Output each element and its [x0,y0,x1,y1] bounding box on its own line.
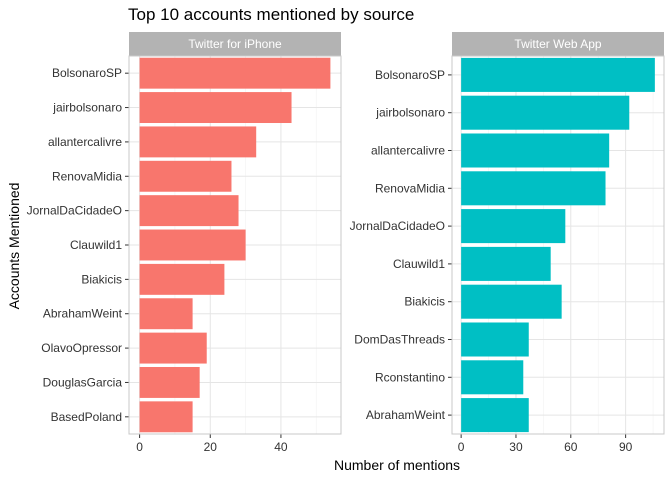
category-label: BolsonaroSP [52,66,122,80]
panel-2: Twitter Web App BolsonaroSP jairbolsonaro a… [350,32,665,454]
y-axis-title: Accounts Mentioned [6,183,22,310]
category-label: jairbolsonaro [375,106,445,120]
category-label: Clauwild1 [393,257,445,271]
bar-DomDasThreads [461,322,529,357]
category-label: Biakicis [404,295,445,309]
bar-jairbolsonaro [461,95,630,130]
category-label: Rconstantino [375,370,445,384]
bar-allantercalivre [461,133,610,168]
bar-Biakicis [461,284,562,319]
panel-border [128,55,342,435]
bar-JornalDaCidadeO [461,209,566,244]
category-label: allantercalivre [48,135,122,149]
bar-Clauwild1 [461,246,551,281]
category-label: JornalDaCidadeO [27,204,122,218]
x-axis-title: Number of mentions [334,457,460,473]
category-label: jairbolsonaro [52,101,122,115]
facet-strip [129,32,341,56]
facet-strip [452,32,664,56]
bar-allantercalivre [139,126,257,158]
bar-BasedPoland [139,401,193,433]
bar-BolsonaroSP [139,57,331,89]
category-label: RenovaMidia [52,169,122,183]
x-tick-label: 0 [458,440,465,454]
facet-strip-label: Twitter Web App [514,37,601,51]
bar-Clauwild1 [139,229,246,261]
category-label: AbrahamWeint [366,408,446,422]
facet-strip-label: Twitter for iPhone [188,37,282,51]
bar-BolsonaroSP [461,57,655,92]
bar-Biakicis [139,263,225,295]
bar-RenovaMidia [461,171,606,206]
category-label: Clauwild1 [70,238,122,252]
category-label: Biakicis [81,272,122,286]
x-tick-label: 40 [274,440,288,454]
category-label: DomDasThreads [354,333,445,347]
bar-AbrahamWeint [139,298,193,330]
category-label: RenovaMidia [375,181,445,195]
category-label: DouglasGarcia [43,375,123,389]
bar-DouglasGarcia [139,366,200,398]
category-label: BolsonaroSP [375,68,445,82]
category-label: JornalDaCidadeO [350,219,445,233]
bar-Rconstantino [461,360,524,395]
bar-RenovaMidia [139,160,232,192]
x-tick-label: 30 [509,440,523,454]
chart-title: Top 10 accounts mentioned by source [128,5,414,24]
category-label: AbrahamWeint [43,307,123,321]
x-tick-label: 60 [564,440,578,454]
category-label: BasedPoland [51,410,122,424]
x-tick-label: 90 [619,440,633,454]
bar-JornalDaCidadeO [139,195,239,227]
bar-jairbolsonaro [139,92,292,124]
category-label: allantercalivre [371,144,445,158]
category-label: OlavoOpressor [41,341,122,355]
panel-border [451,55,665,435]
bar-OlavoOpressor [139,332,207,364]
x-tick-label: 20 [204,440,218,454]
bar-AbrahamWeint [461,398,529,433]
chart-panels: Twitter for iPhone BolsonaroSP jairbolsona… [27,32,665,454]
panel-1: Twitter for iPhone BolsonaroSP jairbolsona… [27,32,342,454]
x-tick-label: 0 [136,440,143,454]
